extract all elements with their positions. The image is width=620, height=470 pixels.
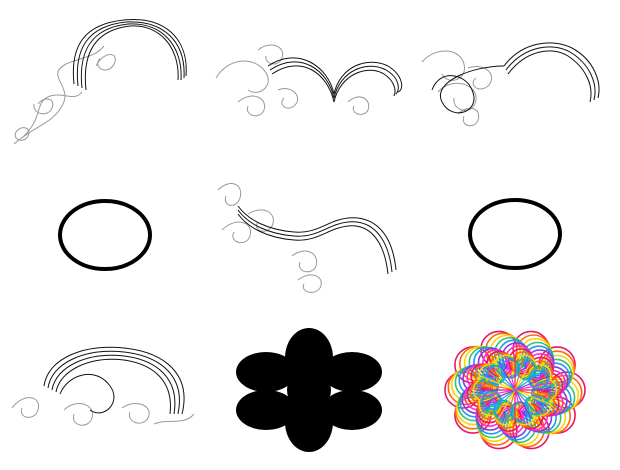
- curl-spiral-top-left: [4, 6, 210, 162]
- cell-r3c2: [208, 314, 414, 470]
- curl-spiral-top-center: [208, 6, 414, 162]
- cell-r3c1: [4, 314, 210, 470]
- black-six-petal-flower: [208, 314, 414, 470]
- cell-r1c3: [412, 6, 618, 162]
- cell-r1c1: [4, 6, 210, 162]
- cell-r2c2: [208, 160, 414, 316]
- rainbow-layered-flower: [412, 314, 618, 470]
- ellipse-outline-right: [412, 160, 618, 316]
- curl-spiral-bottom-left: [4, 314, 210, 470]
- cell-r2c3: [412, 160, 618, 316]
- ellipse-outline-left: [4, 160, 210, 316]
- cell-r3c3: [412, 314, 618, 470]
- curl-spiral-top-right: [412, 6, 618, 162]
- cell-r2c1: [4, 160, 210, 316]
- curl-spiral-middle-center: [208, 160, 414, 316]
- cell-r1c2: [208, 6, 414, 162]
